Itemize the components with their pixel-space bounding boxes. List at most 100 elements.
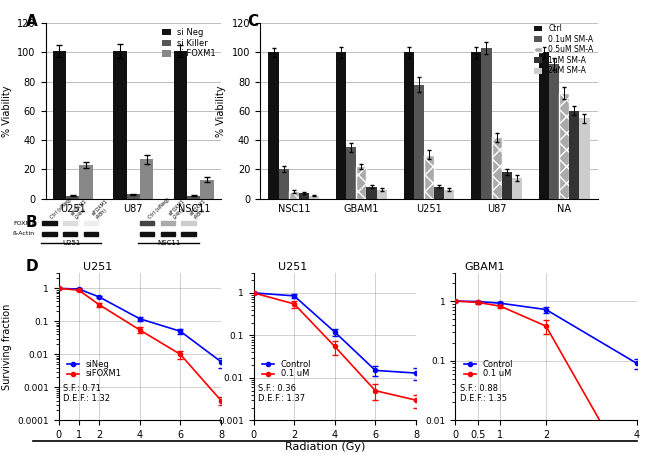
Text: Ctrl (siNeg): Ctrl (siNeg)	[49, 197, 73, 220]
Text: siFOXM1
(24h): siFOXM1 (24h)	[70, 198, 92, 220]
Legend: Ctrl, 0.1uM SM-A, 0.5uM SM-A, 1uM SM-A, 2uM SM-A: Ctrl, 0.1uM SM-A, 0.5uM SM-A, 1uM SM-A, …	[534, 24, 594, 76]
Text: siFOXM1
(24h): siFOXM1 (24h)	[168, 198, 190, 220]
Text: D: D	[26, 259, 38, 274]
0.1 uM	[474, 300, 482, 305]
Bar	[84, 231, 98, 236]
Bar	[471, 52, 482, 199]
siFOXM1	[95, 302, 103, 307]
siFOXM1	[55, 286, 62, 291]
0.1 uM	[331, 344, 339, 349]
0.1 uM	[250, 290, 257, 296]
Text: FOXM1: FOXM1	[13, 221, 34, 226]
Text: Ctrl (siNeg): Ctrl (siNeg)	[147, 197, 170, 220]
Bar	[299, 193, 309, 199]
Text: S.F.: 0.71: S.F.: 0.71	[64, 384, 101, 393]
Bar	[549, 64, 559, 199]
Bar	[113, 51, 127, 199]
Bar	[127, 194, 140, 199]
Bar	[161, 231, 175, 236]
Bar	[539, 52, 549, 199]
Text: S.F.: 0.88: S.F.: 0.88	[460, 384, 499, 393]
siNeg	[55, 286, 62, 291]
Bar	[140, 231, 154, 236]
Text: D.E.F.: 1.37: D.E.F.: 1.37	[259, 394, 305, 403]
siFOXM1	[217, 398, 225, 403]
Text: NSC11: NSC11	[157, 240, 181, 246]
Line: Control: Control	[252, 291, 418, 375]
0.1 uM	[542, 323, 550, 329]
Bar	[404, 52, 414, 199]
siFOXM1	[176, 352, 185, 357]
siFOXM1	[136, 327, 144, 333]
0.1 uM	[372, 388, 380, 394]
Control	[290, 293, 298, 298]
Legend: siNeg, siFOXM1: siNeg, siFOXM1	[66, 359, 123, 379]
siNeg	[95, 294, 103, 300]
Bar	[346, 147, 356, 199]
Text: U251: U251	[278, 262, 307, 272]
Line: 0.1 uM: 0.1 uM	[453, 299, 639, 462]
Bar	[268, 52, 279, 199]
Y-axis label: % Viability: % Viability	[2, 85, 12, 137]
0.1 uM	[451, 298, 459, 304]
Control	[451, 298, 459, 304]
Text: C: C	[247, 14, 258, 29]
Line: Control: Control	[453, 299, 639, 365]
Y-axis label: % Viability: % Viability	[216, 85, 226, 137]
Bar	[424, 155, 434, 199]
0.1 uM	[412, 397, 420, 403]
Y-axis label: Surviving fraction: Surviving fraction	[1, 304, 12, 389]
Bar	[161, 221, 175, 225]
Control	[497, 300, 504, 306]
Bar	[63, 231, 77, 236]
Control	[474, 299, 482, 304]
Text: U251: U251	[62, 240, 81, 246]
siNeg	[176, 328, 185, 334]
Bar	[140, 221, 154, 225]
Bar	[279, 170, 289, 199]
Bar	[376, 190, 387, 199]
Control	[412, 370, 420, 376]
Bar	[84, 221, 98, 225]
Bar	[53, 51, 66, 199]
Text: siFOXM1
(48h): siFOXM1 (48h)	[188, 198, 211, 220]
Bar	[569, 111, 579, 199]
Line: 0.1 uM: 0.1 uM	[252, 291, 418, 402]
Text: ß-Actin: ß-Actin	[12, 231, 34, 236]
Bar	[579, 118, 590, 199]
Bar	[434, 187, 444, 199]
Bar	[512, 178, 522, 199]
Bar	[174, 51, 187, 199]
0.1 uM	[290, 301, 298, 307]
0.1 uM	[497, 304, 504, 309]
Text: D.E.F.: 1.32: D.E.F.: 1.32	[64, 394, 110, 403]
Control	[633, 361, 641, 366]
Text: A: A	[26, 14, 38, 29]
Text: S.F.: 0.36: S.F.: 0.36	[259, 384, 296, 393]
siNeg	[136, 316, 144, 322]
Legend: Control, 0.1 uM: Control, 0.1 uM	[261, 359, 312, 379]
Line: siFOXM1: siFOXM1	[57, 286, 223, 402]
Bar	[42, 231, 57, 236]
Bar	[42, 221, 57, 225]
Legend: Control, 0.1 uM: Control, 0.1 uM	[463, 359, 514, 379]
Bar	[187, 196, 200, 199]
Bar	[502, 172, 512, 199]
Legend: si Neg, si Killer, si FOXM1: si Neg, si Killer, si FOXM1	[162, 27, 217, 59]
Control	[372, 368, 380, 373]
Bar	[414, 85, 424, 199]
Text: D.E.F.: 1.35: D.E.F.: 1.35	[460, 394, 508, 403]
Bar	[482, 48, 491, 199]
Bar	[200, 180, 214, 199]
Bar	[140, 159, 153, 199]
Control	[542, 307, 550, 312]
Bar	[356, 166, 367, 199]
Bar	[181, 231, 196, 236]
Control	[250, 290, 257, 296]
Bar	[367, 187, 376, 199]
Bar	[79, 165, 93, 199]
Bar	[63, 221, 77, 225]
Bar	[336, 52, 346, 199]
Bar	[289, 191, 299, 199]
Bar	[559, 93, 569, 199]
